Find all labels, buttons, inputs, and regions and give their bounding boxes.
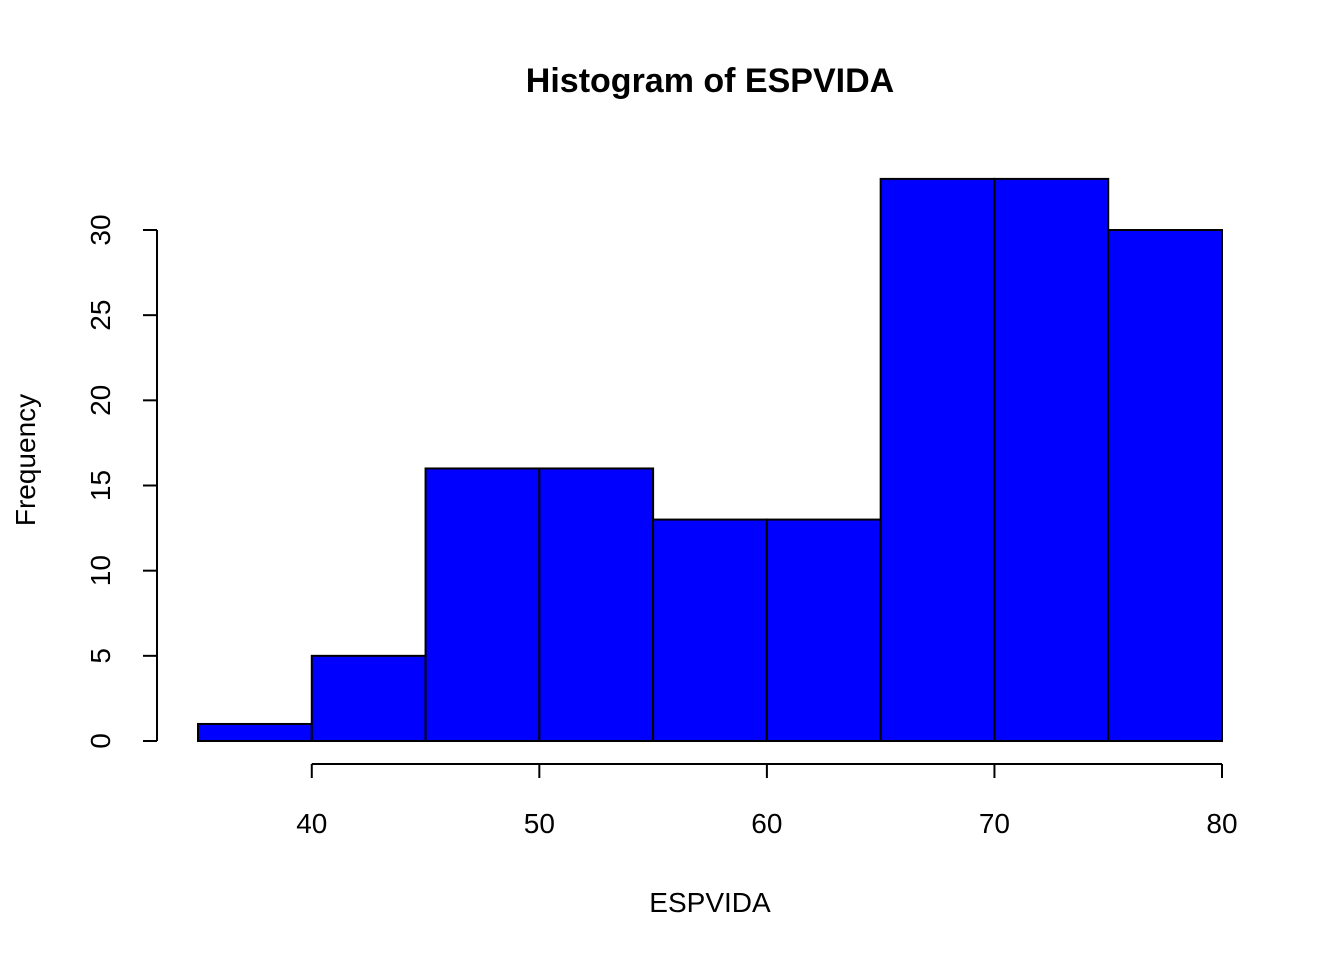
histogram-bar-6 xyxy=(879,177,996,742)
histogram-bar-7 xyxy=(993,177,1110,742)
y-tick-label: 20 xyxy=(85,385,116,416)
y-tick-label: 10 xyxy=(85,555,116,586)
x-tick-label: 50 xyxy=(524,808,555,839)
x-tick-label: 80 xyxy=(1206,808,1237,839)
histogram-bar-2 xyxy=(424,467,541,742)
x-tick-label: 70 xyxy=(979,808,1010,839)
histogram-bar-0 xyxy=(197,722,313,743)
x-axis-label: ESPVIDA xyxy=(649,887,771,918)
chart-title: Histogram of ESPVIDA xyxy=(526,62,894,100)
bars-group xyxy=(197,177,1223,743)
histogram-bar-3 xyxy=(538,467,655,742)
x-tick-label: 60 xyxy=(751,808,782,839)
y-tick-label: 30 xyxy=(85,214,116,245)
histogram-bar-1 xyxy=(310,654,427,742)
y-tick-label: 5 xyxy=(85,648,116,664)
y-axis-label: Frequency xyxy=(10,394,41,526)
y-axis: 0 5 10 15 20 25 30 xyxy=(85,214,158,749)
y-tick-label: 15 xyxy=(85,470,116,501)
y-tick-label: 25 xyxy=(85,300,116,331)
y-tick-label: 0 xyxy=(85,733,116,749)
histogram-bar-5 xyxy=(765,518,882,742)
histogram-bar-8 xyxy=(1107,229,1223,742)
histogram-bar-4 xyxy=(652,518,768,742)
x-axis: 40 50 60 70 80 xyxy=(296,763,1238,839)
x-tick-label: 40 xyxy=(296,808,327,839)
